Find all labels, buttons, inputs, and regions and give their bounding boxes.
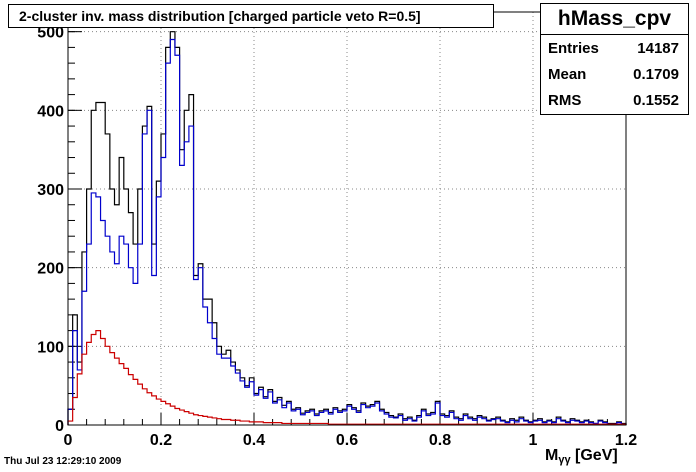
x-axis-label-sub: γγ (558, 454, 571, 466)
y-tick-label: 500 (37, 25, 64, 42)
stats-box[interactable]: hMass_cpv Entries 14187 Mean 0.1709 RMS … (540, 3, 689, 115)
x-tick-label: 0.6 (336, 432, 358, 449)
timestamp: Thu Jul 23 12:29:10 2009 (4, 456, 122, 467)
stats-entries-row: Entries 14187 (541, 35, 688, 61)
x-tick-label: 0 (64, 432, 73, 449)
stats-mean-row: Mean 0.1709 (541, 61, 688, 87)
histogram-series-red (67, 330, 627, 425)
y-tick-label: 100 (37, 339, 64, 356)
plot-title: 2-cluster inv. mass distribution [charge… (8, 4, 494, 28)
stats-mean-label: Mean (548, 66, 587, 83)
y-tick-label: 300 (37, 182, 64, 199)
y-tick-label: 200 (37, 261, 64, 278)
y-tick-label: 400 (37, 103, 64, 120)
x-tick-label: 1.2 (615, 432, 637, 449)
x-axis-label: Mγγ [GeV] (545, 447, 618, 466)
x-tick-label: 1 (529, 432, 538, 449)
stats-rms-label: RMS (548, 92, 582, 109)
stats-mean-value: 0.1709 (633, 66, 679, 83)
x-tick-label: 0.8 (429, 432, 451, 449)
stats-entries-value: 14187 (637, 40, 679, 57)
x-axis-label-main: M (545, 447, 559, 464)
y-tick-label: 0 (55, 418, 64, 435)
histogram-series-blue (67, 38, 627, 425)
x-axis-label-unit: [GeV] (575, 447, 618, 464)
stats-rms-value: 0.1552 (633, 92, 679, 109)
stats-rms-row: RMS 0.1552 (541, 87, 688, 113)
x-tick-label: 0.4 (243, 432, 265, 449)
x-tick-label: 0.2 (150, 432, 172, 449)
stats-entries-label: Entries (548, 40, 599, 57)
stats-histogram-name: hMass_cpv (541, 4, 688, 35)
